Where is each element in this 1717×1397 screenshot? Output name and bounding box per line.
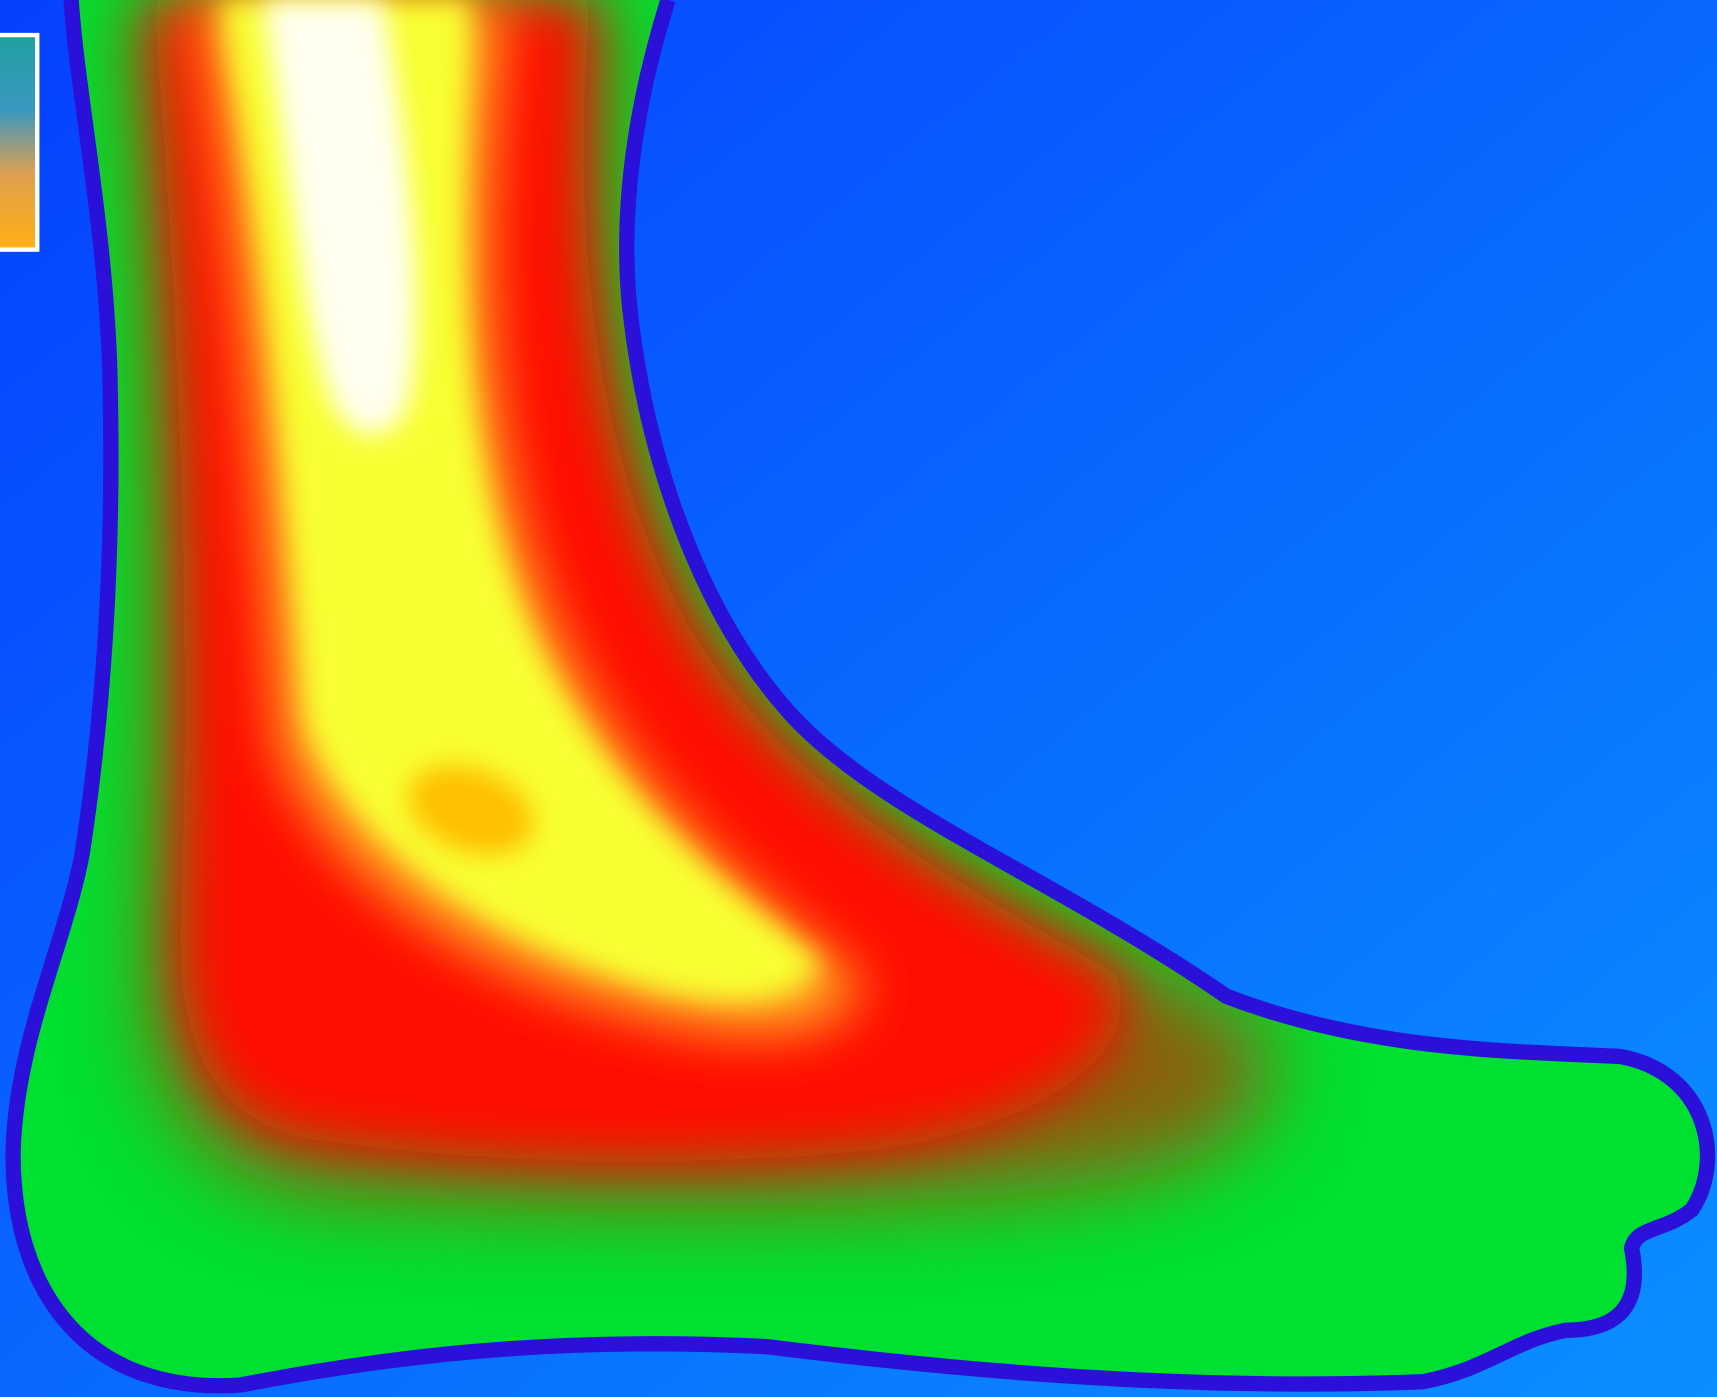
color-scale — [0, 32, 40, 252]
foot-spot — [407, 765, 535, 856]
foot-peak-zone — [262, 0, 417, 436]
foot-outline — [5, 0, 1716, 1394]
